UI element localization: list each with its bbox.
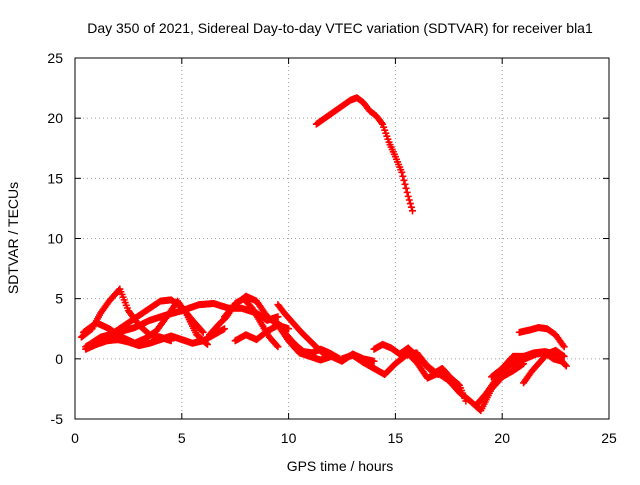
data-point xyxy=(454,380,462,388)
data-point xyxy=(398,168,406,176)
data-point xyxy=(407,203,415,211)
data-point xyxy=(285,325,293,333)
data-layer xyxy=(77,94,570,415)
data-point xyxy=(399,172,407,180)
x-tick-label: 20 xyxy=(494,430,510,446)
data-point xyxy=(562,362,570,370)
data-point xyxy=(401,180,409,188)
x-tick-label: 15 xyxy=(388,430,404,446)
data-series xyxy=(515,324,568,351)
data-point xyxy=(560,352,568,360)
data-point xyxy=(561,361,569,369)
data-point xyxy=(405,196,413,204)
x-tick-label: 5 xyxy=(178,430,186,446)
x-tick-label: 10 xyxy=(281,430,297,446)
data-point xyxy=(406,200,414,208)
data-series xyxy=(312,94,416,215)
data-point xyxy=(403,188,411,196)
y-tick-label: 0 xyxy=(55,351,63,367)
data-point xyxy=(404,192,412,200)
data-point xyxy=(559,341,567,349)
data-point xyxy=(203,340,211,348)
data-series xyxy=(520,346,568,387)
x-tick-label: 0 xyxy=(71,430,79,446)
y-tick-label: -5 xyxy=(51,411,64,427)
data-point xyxy=(274,343,282,351)
data-series xyxy=(92,296,207,348)
data-point xyxy=(199,328,207,336)
x-tick-label: 25 xyxy=(601,430,617,446)
ticks: 0 5 10 15 20 25 -5 0 5 10 15 20 25 xyxy=(47,50,617,446)
data-point xyxy=(198,327,206,335)
y-tick-label: 15 xyxy=(47,170,63,186)
data-series xyxy=(274,301,331,360)
y-axis-label: SDTVAR / TECUs xyxy=(5,182,21,294)
data-point xyxy=(560,343,568,351)
data-point xyxy=(221,325,229,333)
data-point xyxy=(402,184,410,192)
data-point xyxy=(378,119,386,127)
chart-title: Day 350 of 2021, Sidereal Day-to-day VTE… xyxy=(87,20,593,36)
data-point xyxy=(408,207,416,215)
data-point xyxy=(274,313,282,321)
y-tick-label: 10 xyxy=(47,231,63,247)
data-point xyxy=(370,357,378,365)
y-tick-label: 25 xyxy=(47,50,63,66)
x-axis-label: GPS time / hours xyxy=(287,458,394,474)
data-point xyxy=(273,342,281,350)
data-point xyxy=(400,176,408,184)
y-tick-label: 5 xyxy=(55,291,63,307)
y-tick-label: 20 xyxy=(47,110,63,126)
